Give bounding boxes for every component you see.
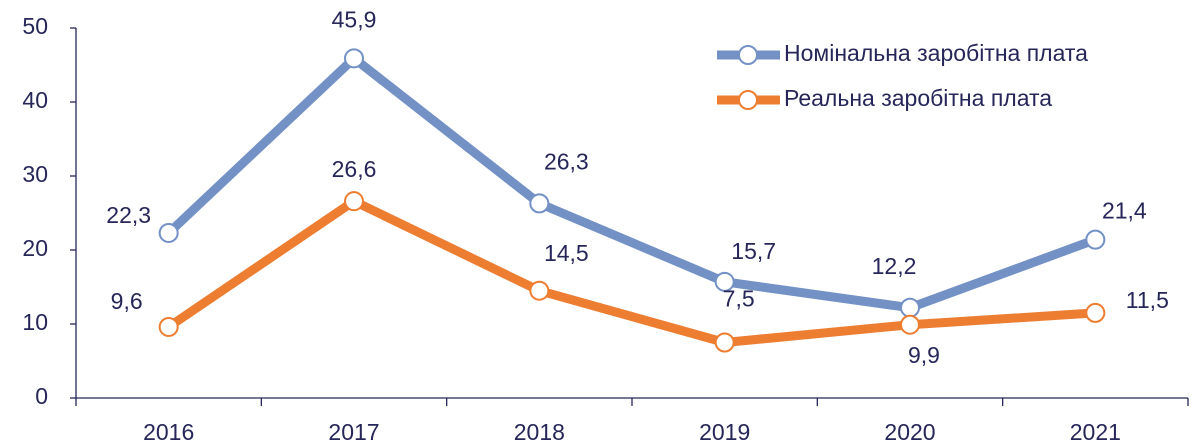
x-tick-label: 2019	[699, 419, 750, 445]
value-label: 14,5	[544, 240, 589, 266]
y-tick-label: 40	[22, 87, 48, 113]
point-marker	[1085, 302, 1106, 323]
x-tick-label: 2018	[514, 419, 565, 445]
value-label: 9,6	[111, 288, 143, 314]
series-line	[166, 196, 1096, 347]
point-marker	[529, 280, 550, 301]
legend-label: Номінальна заробітна плата	[784, 40, 1088, 66]
value-label: 22,3	[106, 202, 151, 228]
point-marker	[1085, 229, 1106, 250]
point-marker	[714, 271, 735, 292]
x-tick-label: 2021	[1070, 419, 1121, 445]
legend-label: Реальна заробітна плата	[784, 85, 1052, 111]
y-tick-label: 20	[22, 235, 48, 261]
x-tick-label: 2020	[884, 419, 935, 445]
point-marker	[529, 193, 550, 214]
series-line	[165, 53, 1097, 313]
point-marker	[900, 297, 920, 318]
point-marker	[344, 48, 364, 69]
y-tick-label: 10	[22, 309, 48, 335]
value-label: 45,9	[332, 6, 377, 32]
value-label: 9,9	[908, 342, 940, 368]
value-label: 26,6	[332, 156, 377, 182]
point-marker	[344, 191, 364, 212]
value-label: 11,5	[1126, 287, 1169, 313]
value-label: 21,4	[1102, 198, 1147, 224]
y-tick-label: 0	[35, 383, 48, 409]
legend-marker	[738, 90, 758, 110]
y-tick-label: 50	[22, 13, 48, 39]
value-label: 15,7	[731, 238, 776, 264]
legend-marker	[738, 45, 758, 65]
y-tick-label: 30	[22, 161, 48, 187]
x-tick-label: 2016	[143, 419, 194, 445]
x-tick-label: 2017	[328, 419, 379, 445]
value-label: 12,2	[872, 253, 917, 279]
point-marker	[158, 222, 179, 243]
value-label: 7,5	[723, 286, 755, 312]
value-label: 26,3	[544, 148, 589, 174]
point-marker	[714, 332, 735, 353]
point-marker	[158, 316, 179, 337]
point-marker	[900, 314, 920, 335]
